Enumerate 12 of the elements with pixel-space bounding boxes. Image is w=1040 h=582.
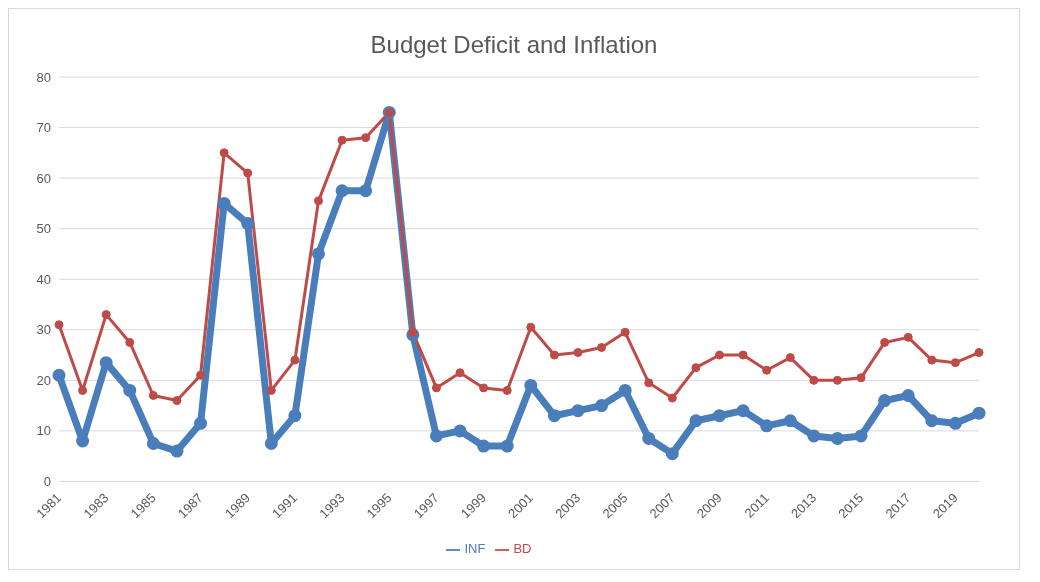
- y-tick-label: 20: [36, 372, 51, 388]
- y-tick-label: 70: [36, 120, 51, 136]
- y-tick-label: 60: [36, 170, 51, 186]
- y-tick-label: 40: [36, 271, 51, 287]
- y-tick-label: 30: [36, 322, 51, 338]
- y-tick-label: 80: [36, 69, 51, 85]
- y-tick-label: 0: [43, 474, 51, 490]
- y-tick-label: 50: [36, 221, 51, 237]
- chart-title: Budget Deficit and Inflation: [369, 31, 659, 60]
- legend-label: INF: [464, 541, 486, 557]
- y-tick-label: 10: [36, 423, 51, 439]
- legend-label: BD: [513, 541, 532, 557]
